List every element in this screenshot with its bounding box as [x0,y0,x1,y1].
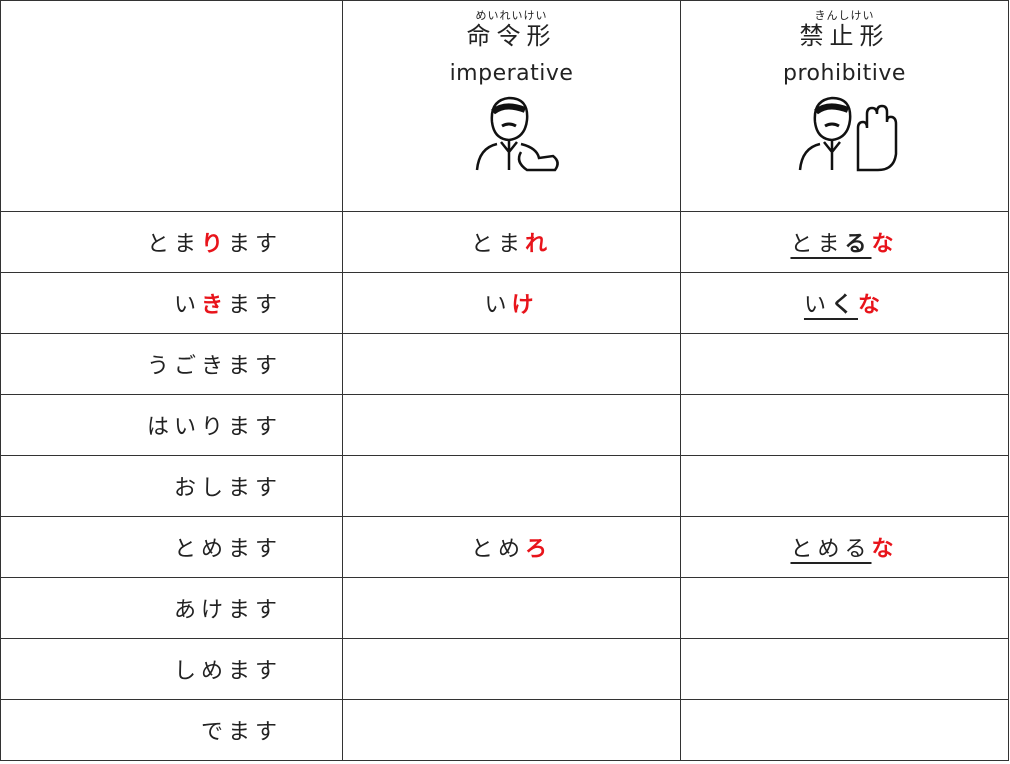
text-segment: とめ [470,537,525,562]
verb-cell: はいります [0,394,343,456]
verb-cell: あけます [0,577,343,639]
text-segment: おします [173,476,282,501]
verb-cell: とまります [0,211,343,273]
answer-cell [342,333,681,395]
text-segment: あけます [173,598,282,623]
text-segment: うごきます [146,354,282,379]
verb-cell: とめます [0,516,343,578]
answer-cell [680,638,1009,700]
answer-cell [680,699,1009,761]
table-row: あけます [0,577,1009,639]
verb-cell: いきます [0,272,343,334]
answer-cell: とめろ [342,516,681,578]
text-segment: な [871,537,899,562]
answer-cell [342,638,681,700]
stop-man-icon [798,96,897,172]
text-segment: れ [525,232,553,257]
kanji: 命令形 [466,22,557,50]
furigana: めいれいけい [475,9,548,22]
text-segment: な [858,293,886,318]
text-segment: け [511,293,539,318]
table-row: しめます [0,638,1009,700]
text-segment: ます [227,232,282,257]
text-segment: とま [146,232,201,257]
verb-cell: しめます [0,638,343,700]
text-segment: な [871,232,899,257]
header-cell: きんしけい 禁止形 prohibitive [680,0,1009,212]
answer-cell: とめるな [680,516,1009,578]
text-segment: い [484,293,512,318]
header-cell: めいれいけい 命令形 imperative [342,0,681,212]
text-segment: ます [227,293,282,318]
answer-cell [680,455,1009,517]
answer-cell [342,577,681,639]
text-segment: とめます [173,537,282,562]
pointing-man-icon [475,96,559,172]
header-empty [0,0,343,212]
table-row: とまります とまれ とまるな [0,211,1009,273]
answer-cell [342,394,681,456]
text-segment: い [803,293,831,318]
answer-cell: いくな [680,272,1009,334]
furigana: きんしけい [814,9,875,22]
answer-cell [342,455,681,517]
answer-cell [680,333,1009,395]
text-segment: ろ [525,537,553,562]
answer-cell [342,699,681,761]
header-row: めいれいけい 命令形 imperative きんしけい 禁止形 prohibit… [0,0,1009,212]
table-row: いきます いけ いくな [0,272,1009,334]
text-segment: い [173,293,201,318]
text-segment: とま [470,232,525,257]
english: prohibitive [783,61,906,86]
table-row: おします [0,455,1009,517]
verb-cell: うごきます [0,333,343,395]
verb-cell: でます [0,699,343,761]
answer-cell: とまるな [680,211,1009,273]
answer-cell [680,394,1009,456]
answer-cell [680,577,1009,639]
kanji: 禁止形 [799,22,890,50]
answer-cell: いけ [342,272,681,334]
text-segment: とま [790,232,845,257]
text-segment: く [830,293,858,318]
text-segment: き [200,293,228,318]
text-segment: しめます [173,659,282,684]
text-segment: でます [200,720,282,745]
table-row: はいります [0,394,1009,456]
table-row: とめます とめろ とめるな [0,516,1009,578]
table-row: でます [0,699,1009,761]
answer-cell: とまれ [342,211,681,273]
text-segment: とめる [790,537,872,562]
text-segment: はいります [146,415,282,440]
text-segment: る [844,232,872,257]
table-row: うごきます [0,333,1009,395]
english: imperative [449,61,574,86]
text-segment: り [200,232,228,257]
verb-cell: おします [0,455,343,517]
